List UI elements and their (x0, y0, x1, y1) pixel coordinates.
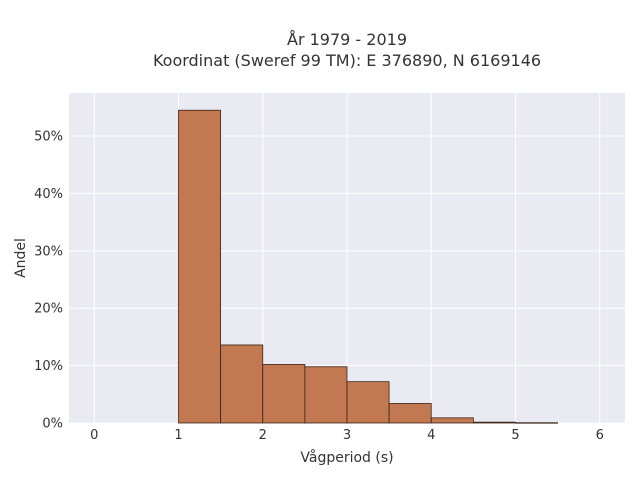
x-tick-label-0: 0 (90, 428, 98, 443)
y-tick-label-3: 30% (34, 244, 63, 259)
histogram-bar-2 (262, 364, 306, 424)
chart-title-line2: Koordinat (Sweref 99 TM): E 376890, N 61… (153, 51, 541, 70)
y-axis-label: Andel (13, 238, 29, 278)
y-tick-label-2: 20% (34, 302, 63, 317)
chart-title-line1: År 1979 - 2019 (287, 30, 407, 49)
y-axis-ticks: 0% 10% 20% 30% 40% 50% (34, 130, 63, 432)
y-tick-label-5: 50% (34, 130, 63, 145)
x-tick-label-3: 3 (343, 428, 351, 443)
histogram-bar-7 (472, 421, 516, 424)
x-tick-label-6: 6 (596, 428, 604, 443)
y-tick-label-4: 40% (34, 187, 63, 202)
x-tick-label-1: 1 (174, 428, 182, 443)
y-tick-label-1: 10% (34, 359, 63, 374)
histogram-bar-8 (515, 422, 559, 424)
y-tick-label-0: 0% (42, 417, 63, 432)
x-tick-label-5: 5 (511, 428, 519, 443)
histogram-bar-6 (430, 417, 474, 424)
histogram-bars (178, 109, 559, 424)
x-axis-label: Vågperiod (s) (300, 449, 393, 466)
histogram-bar-5 (388, 403, 432, 424)
x-axis-ticks: 0 1 2 3 4 5 6 (90, 428, 604, 443)
histogram-bar-3 (304, 366, 348, 424)
x-tick-label-4: 4 (427, 428, 435, 443)
x-tick-label-2: 2 (259, 428, 267, 443)
histogram-bar-0 (178, 109, 222, 424)
histogram-bar-4 (346, 381, 390, 424)
histogram-bar-1 (220, 344, 264, 424)
